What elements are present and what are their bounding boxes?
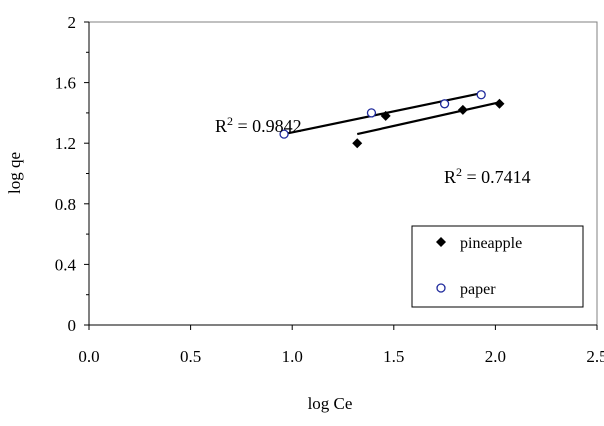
- r2-label-pineapple-sup: 2: [456, 165, 462, 179]
- x-tick-label: 0.5: [180, 347, 201, 366]
- point-pineapple: [380, 110, 391, 121]
- r2-label-paper-sup: 2: [227, 114, 233, 128]
- x-tick-label: 1.5: [383, 347, 404, 366]
- legend-label-paper: paper: [460, 281, 496, 298]
- y-tick-label: 0: [68, 316, 77, 335]
- x-tick-label: 0.0: [78, 347, 99, 366]
- trendline-paper: [283, 92, 482, 136]
- r2-label-pineapple-main: R: [444, 167, 456, 187]
- point-paper: [279, 129, 289, 139]
- point-pineapple: [352, 138, 363, 149]
- point-pineapple: [494, 98, 505, 109]
- r2-label-paper: R2 = 0.9842: [215, 114, 302, 136]
- legend: pineapple paper: [411, 225, 584, 308]
- y-tick-label: 2: [68, 13, 77, 32]
- y-tick-label: 0.8: [55, 195, 76, 214]
- x-tick-label: 2.5: [586, 347, 604, 366]
- point-paper: [476, 90, 486, 100]
- legend-marker-paper: [436, 283, 446, 293]
- point-paper: [439, 99, 450, 109]
- legend-marker-pineapple: [436, 237, 446, 247]
- r2-label-pineapple: R2 = 0.7414: [444, 165, 531, 187]
- x-axis-title: log Ce: [308, 394, 353, 413]
- r2-label-paper-main: R: [215, 116, 227, 136]
- x-tick-label: 1.0: [282, 347, 303, 366]
- x-axis-ticks: 0.0 0.5 1.0 1.5 2.0 2.5: [78, 325, 604, 366]
- y-tick-label: 1.2: [55, 134, 76, 153]
- y-axis-ticks: 0 0.4 0.8 1.2 1.6 2: [55, 13, 89, 335]
- x-tick-label: 2.0: [485, 347, 506, 366]
- point-paper: [366, 108, 377, 118]
- y-tick-label: 1.6: [55, 74, 76, 93]
- r2-label-paper-rest: = 0.9842: [233, 116, 302, 136]
- trendlines: [283, 92, 500, 136]
- r2-label-pineapple-rest: = 0.7414: [462, 167, 531, 187]
- point-pineapple: [457, 104, 468, 115]
- trendline-pineapple: [356, 101, 500, 136]
- legend-label-pineapple: pineapple: [460, 235, 522, 252]
- data-points: [279, 90, 505, 149]
- y-axis-title: log qe: [5, 152, 24, 194]
- y-tick-label: 0.4: [55, 255, 77, 274]
